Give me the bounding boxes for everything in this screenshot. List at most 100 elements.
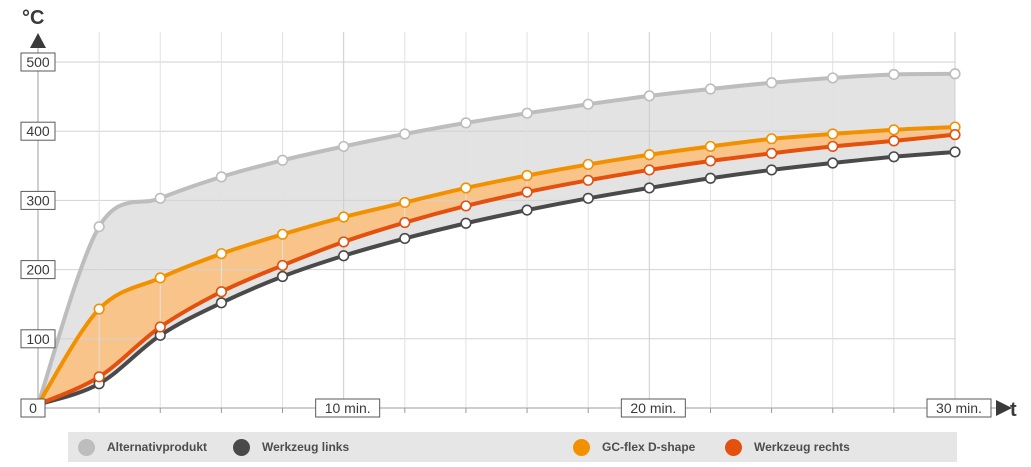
data-point bbox=[399, 196, 411, 209]
data-point bbox=[888, 68, 900, 81]
legend-swatch bbox=[78, 438, 95, 456]
data-point bbox=[521, 169, 533, 182]
labels-layer: 0 100 200 300 400 500 10 min. 20 min. 30 min. °C t bbox=[20, 7, 1017, 421]
y-axis-unit-label: °C bbox=[22, 7, 44, 29]
bands-layer bbox=[38, 73, 955, 405]
data-point bbox=[949, 68, 961, 80]
data-point bbox=[338, 236, 350, 248]
data-point bbox=[276, 154, 289, 166]
x-tick-label-box bbox=[315, 398, 381, 418]
legend: Alternativprodukt Werkzeug links GC-flex… bbox=[68, 432, 957, 462]
data-point bbox=[93, 303, 105, 315]
data-point bbox=[276, 228, 289, 240]
band-area-0 bbox=[38, 73, 955, 405]
data-point bbox=[215, 171, 227, 183]
data-point bbox=[888, 151, 900, 163]
data-point bbox=[276, 259, 289, 272]
data-point bbox=[704, 140, 717, 153]
data-point bbox=[765, 77, 778, 89]
legend-swatch bbox=[725, 438, 742, 456]
y-axis-arrow-icon bbox=[30, 33, 46, 48]
data-point bbox=[460, 200, 472, 212]
data-point bbox=[827, 157, 839, 169]
data-point bbox=[765, 147, 778, 159]
y-tick-label: 500 bbox=[26, 54, 50, 70]
legend-label: Alternativprodukt bbox=[107, 440, 208, 454]
data-point bbox=[949, 129, 961, 141]
y-tick-label-box bbox=[20, 398, 46, 418]
x-axis-unit-label: t bbox=[1010, 399, 1017, 421]
series-line-gc-flex-d-shape bbox=[36, 125, 957, 407]
x-axis-arrow-icon bbox=[996, 400, 1012, 416]
data-point bbox=[582, 158, 594, 171]
y-tick-label-box bbox=[20, 52, 56, 72]
series-line-werkzeug-rechts bbox=[36, 132, 957, 407]
data-point bbox=[765, 133, 778, 145]
x-tick-label: 30 min. bbox=[936, 400, 982, 416]
y-tick-label: 0 bbox=[29, 400, 37, 416]
data-point bbox=[338, 211, 350, 223]
points-layer bbox=[93, 68, 961, 390]
y-tick-label-box bbox=[20, 121, 56, 141]
data-point bbox=[827, 140, 839, 153]
data-point bbox=[704, 83, 717, 95]
x-tick-label-box bbox=[620, 398, 686, 418]
data-point bbox=[827, 128, 839, 140]
data-point bbox=[215, 286, 227, 298]
data-point bbox=[93, 221, 105, 233]
data-point bbox=[643, 90, 655, 102]
data-point bbox=[521, 204, 533, 216]
legend-swatch bbox=[233, 438, 250, 456]
data-point bbox=[460, 217, 472, 229]
data-point bbox=[827, 72, 839, 84]
data-point bbox=[582, 98, 594, 110]
data-point bbox=[643, 164, 655, 176]
data-point bbox=[582, 174, 594, 186]
y-tick-label-box bbox=[20, 190, 56, 210]
data-point bbox=[399, 216, 411, 229]
data-point bbox=[460, 117, 472, 129]
y-tick-label: 200 bbox=[26, 262, 50, 278]
data-point bbox=[154, 192, 166, 204]
data-point bbox=[521, 107, 533, 119]
data-point bbox=[460, 182, 472, 194]
data-point bbox=[888, 135, 900, 147]
data-point bbox=[704, 172, 717, 184]
legend-item-alternativprodukt: Alternativprodukt bbox=[78, 432, 207, 462]
legend-item-werkzeug-rechts: Werkzeug rechts bbox=[725, 432, 850, 462]
series-line-werkzeug-links bbox=[36, 149, 957, 407]
y-tick-label: 100 bbox=[26, 331, 50, 347]
legend-label: Werkzeug rechts bbox=[754, 440, 850, 454]
data-point bbox=[949, 146, 961, 158]
data-point bbox=[154, 321, 166, 333]
y-tick-label: 400 bbox=[26, 123, 50, 139]
data-point bbox=[643, 182, 655, 194]
x-tick-label: 10 min. bbox=[325, 400, 371, 416]
y-tick-label: 300 bbox=[26, 192, 50, 208]
y-tick-label-box bbox=[20, 329, 56, 349]
x-tick-label: 20 min. bbox=[630, 400, 676, 416]
x-tick-label-box bbox=[926, 398, 992, 418]
legend-item-gc-flex-d-shape: GC-flex D-shape bbox=[573, 432, 695, 462]
data-point bbox=[704, 155, 717, 167]
legend-label: Werkzeug links bbox=[262, 440, 350, 454]
data-point bbox=[215, 297, 227, 309]
data-point bbox=[276, 270, 289, 283]
data-point bbox=[582, 192, 594, 204]
y-tick-label-box bbox=[20, 260, 56, 280]
data-point bbox=[765, 164, 778, 176]
data-point bbox=[338, 250, 350, 262]
chart: 0 100 200 300 400 500 10 min. 20 min. 30 min. °C t bbox=[20, 7, 1017, 421]
data-point bbox=[521, 186, 533, 198]
data-point bbox=[888, 124, 900, 136]
legend-item-werkzeug-links: Werkzeug links bbox=[233, 432, 349, 462]
data-point bbox=[643, 149, 655, 161]
data-point bbox=[338, 140, 350, 153]
legend-label: GC-flex D-shape bbox=[602, 440, 696, 454]
data-point bbox=[215, 248, 227, 260]
data-point bbox=[399, 128, 411, 140]
data-point bbox=[93, 371, 105, 383]
data-point bbox=[154, 272, 166, 284]
data-point bbox=[399, 232, 411, 245]
legend-swatch bbox=[573, 438, 590, 456]
